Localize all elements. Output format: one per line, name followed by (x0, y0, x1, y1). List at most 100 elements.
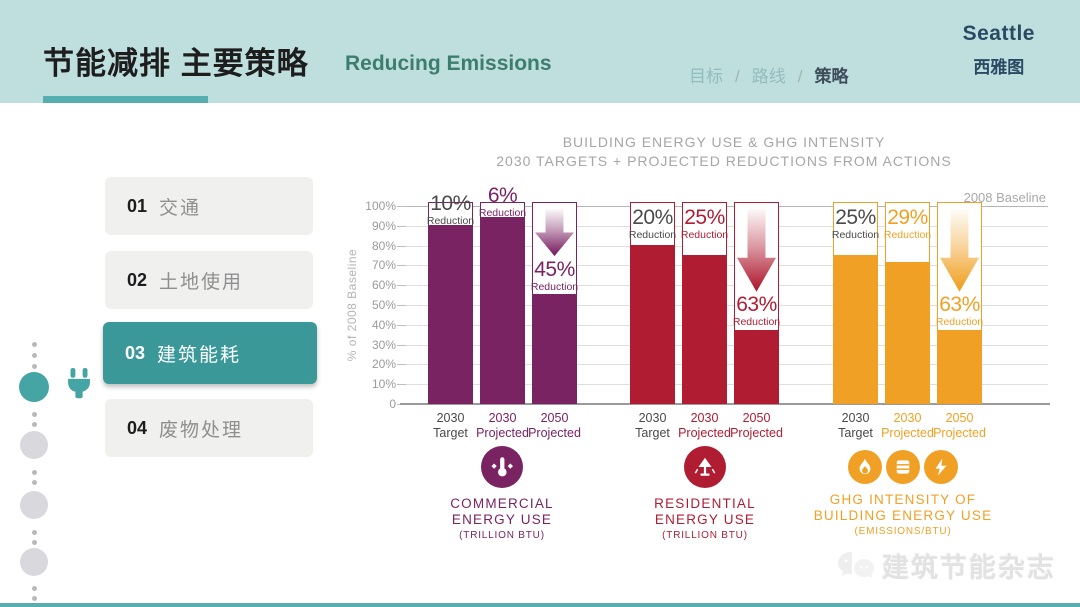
bar-column-commercial-2030-target: 10% Reduction (427, 193, 474, 404)
x-label-year: 2030 (893, 411, 922, 425)
breadcrumb-item-3[interactable]: 策略 (814, 67, 849, 86)
legend-text: RESIDENTIAL ENERGY USE (TRILLION BTU) (595, 496, 815, 544)
y-tick-label: 10% (371, 377, 396, 392)
bar-column-ghg-2030-target: 25% Reduction (832, 202, 879, 404)
y-tick-label: 70% (371, 258, 396, 273)
bar-fill (834, 254, 877, 403)
x-label-kind: Target (433, 426, 468, 440)
legend-text: COMMERCIAL ENERGY USE (TRILLION BTU) (392, 496, 612, 544)
reduction-label: 25% Reduction (677, 207, 732, 241)
page-title: 节能减排 主要策略 (43, 46, 309, 81)
x-label-kind: Projected (476, 426, 529, 440)
baseline-label: 2008 Baseline (963, 190, 1046, 205)
bar-column-commercial-2050-projected: 45% Reduction (531, 202, 578, 404)
brand: Seattle 西雅图 (963, 22, 1035, 78)
watermark-text: 建筑节能杂志 (882, 553, 1056, 583)
breadcrumb-item-1[interactable]: 目标 (689, 67, 723, 86)
x-axis-line (400, 403, 1050, 405)
reduction-label: 45% Reduction (527, 259, 582, 293)
x-label-year: 2050 (540, 411, 569, 425)
sidebar-item-number: 02 (127, 269, 148, 290)
sidebar-item-01[interactable]: 01 交通 (105, 177, 313, 235)
timeline-dot (32, 480, 37, 485)
bar-column-residential-2050-projected: 63% Reduction (733, 202, 780, 404)
x-axis-label: 2030 Projected (676, 411, 734, 441)
reduction-word: Reduction (732, 316, 781, 329)
reduction-word: Reduction (478, 206, 527, 219)
legend-line: ENERGY USE (654, 512, 756, 527)
sidebar-item-03[interactable]: 03 建筑能耗 (103, 322, 317, 384)
reduction-label: 25% Reduction (828, 207, 883, 241)
legend-line: (TRILLION BTU) (459, 530, 545, 541)
reduction-word: Reduction (831, 229, 880, 241)
legend-icon-row (595, 446, 815, 488)
barrel-icon (886, 450, 920, 484)
bar-fill (683, 254, 726, 403)
legend-line: ENERGY USE (451, 512, 553, 527)
legend-icon-row (793, 450, 1013, 484)
bar-column-residential-2030-target: 20% Reduction (629, 202, 676, 404)
timeline-dot (32, 596, 37, 601)
y-tick-mark (397, 285, 406, 287)
x-axis-label: 2050 Projected (728, 411, 786, 441)
sidebar-item-label: 废物处理 (159, 419, 244, 441)
bolt-icon (924, 450, 958, 484)
timeline-dot (32, 342, 37, 347)
y-tick-label: 100% (365, 199, 396, 213)
sidebar-item-label: 交通 (159, 197, 202, 219)
bar-fill (429, 224, 472, 403)
y-tick-label: 90% (371, 218, 396, 233)
reduction-arrow (940, 209, 979, 292)
legend-line: COMMERCIAL (450, 496, 554, 511)
x-axis-label: 2050 Projected (931, 411, 989, 441)
legend-commercial: COMMERCIAL ENERGY USE (TRILLION BTU) (392, 446, 612, 544)
bar-fill (481, 216, 524, 403)
x-label-year: 2030 (436, 411, 465, 425)
timeline-dot (32, 422, 37, 427)
title-underline (43, 96, 208, 103)
reduction-word: Reduction (530, 280, 579, 293)
y-tick-label: 30% (371, 337, 396, 352)
y-tick-mark (397, 225, 406, 227)
y-tick-label: 80% (371, 238, 396, 253)
x-label-year: 2030 (841, 411, 870, 425)
chart-title: BUILDING ENERGY USE & GHG INTENSITY 2030… (400, 133, 1048, 171)
plug-icon (68, 368, 90, 399)
brand-name-cn: 西雅图 (973, 58, 1025, 77)
x-label-year: 2030 (638, 411, 667, 425)
reduction-word: Reduction (935, 316, 984, 329)
timeline-dot (32, 364, 37, 369)
x-label-kind: Projected (881, 426, 934, 440)
x-label-kind: Projected (933, 426, 986, 440)
x-axis-label: 2030 Projected (474, 411, 532, 441)
breadcrumb-item-2[interactable]: 路线 (751, 67, 786, 86)
legend-text: GHG INTENSITY OF BUILDING ENERGY USE (EMIS… (793, 492, 1013, 540)
timeline-circle-gray (20, 431, 48, 459)
timeline-dot (32, 412, 37, 417)
bar-fill (631, 244, 674, 403)
legend-ghg: GHG INTENSITY OF BUILDING ENERGY USE (EMIS… (793, 450, 1013, 540)
legend-line: (EMISSIONS/BTU) (854, 526, 952, 537)
flame-icon (848, 450, 882, 484)
reduction-word: Reduction (883, 229, 932, 241)
reduction-percent: 25% (835, 206, 876, 229)
y-tick-mark (397, 344, 406, 346)
reduction-label: 10% Reduction (423, 193, 478, 227)
watermark: 建筑节能杂志 (836, 546, 1056, 585)
x-label-year: 2030 (690, 411, 719, 425)
header-band: 节能减排 主要策略 Reducing Emissions 目标 / 路线 / 策略 Se… (0, 0, 1080, 103)
chart-title-line2: 2030 TARGETS + PROJECTED REDUCTIONS FROM… (496, 153, 952, 169)
y-tick-label: 40% (371, 317, 396, 332)
sidebar-item-04[interactable]: 04 废物处理 (105, 399, 313, 457)
sidebar-item-label: 土地使用 (159, 271, 244, 293)
sidebar-item-02[interactable]: 02 土地使用 (105, 251, 313, 309)
y-tick-mark (397, 324, 406, 326)
bar-column-ghg-2030-projected: 29% Reduction (884, 202, 931, 404)
timeline-circle-gray (20, 491, 48, 519)
timeline-dot (32, 353, 37, 358)
y-tick-label: 0 (389, 397, 396, 411)
x-label-kind: Target (635, 426, 670, 440)
sidebar-item-number: 01 (127, 195, 148, 216)
y-tick-label: 50% (371, 298, 396, 312)
